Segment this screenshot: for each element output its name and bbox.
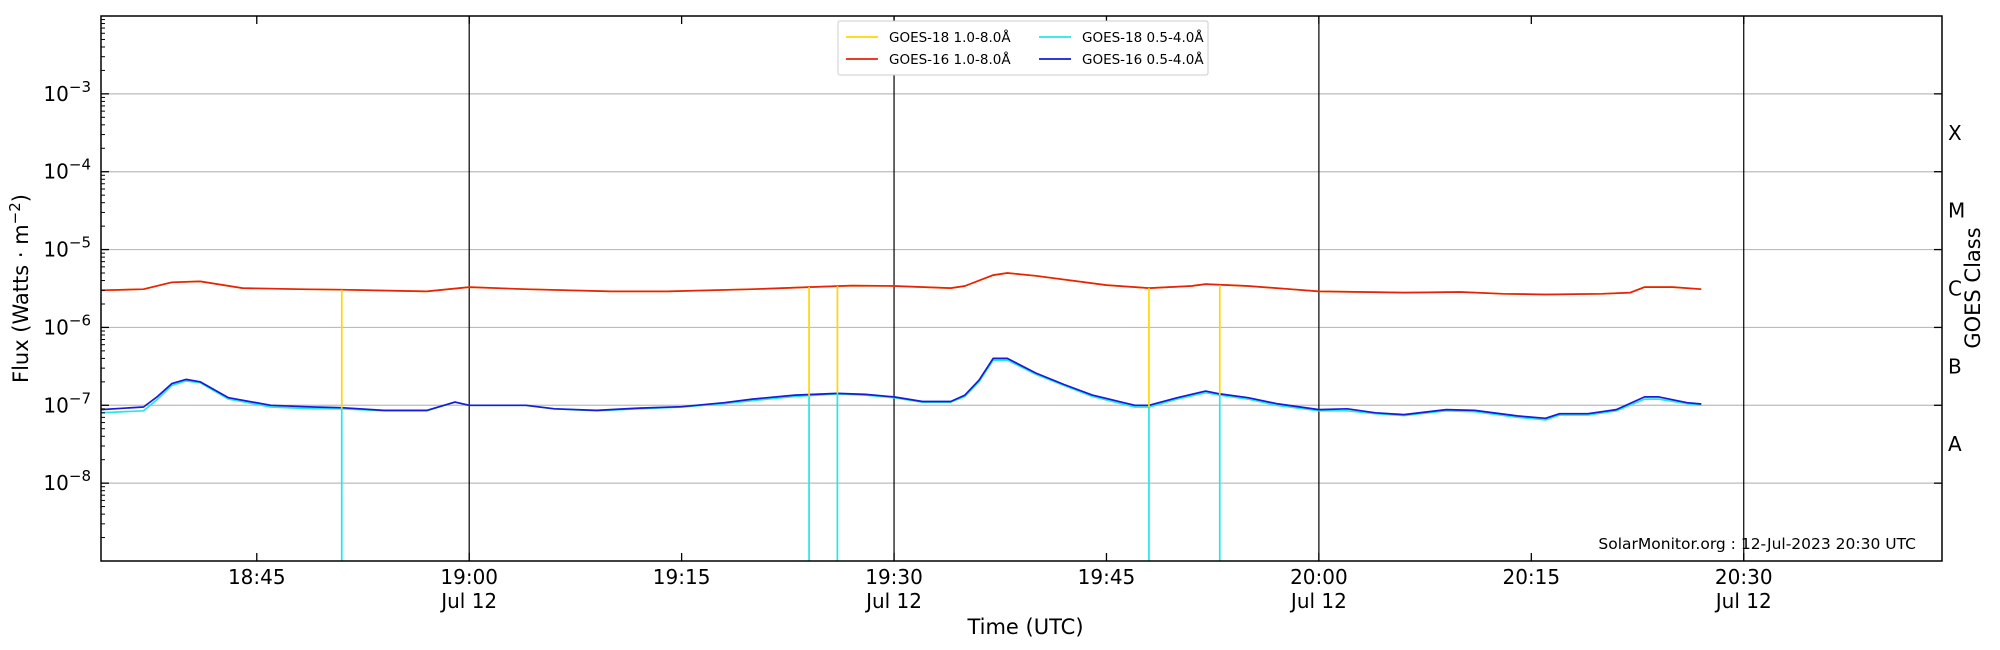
x-tick-date-label: Jul 12 (439, 589, 497, 613)
y-tick-label: 10−4 (43, 156, 91, 184)
goes-class-label: C (1948, 277, 1962, 301)
x-tick-label: 19:30 (865, 565, 923, 589)
x-tick-label: 20:00 (1290, 565, 1348, 589)
date-marker-lines (468, 16, 1745, 561)
flux-series (100, 272, 1702, 561)
x-tick-date-label: Jul 12 (864, 589, 922, 613)
x-tick-label: 19:15 (653, 565, 711, 589)
goes-class-label: M (1948, 199, 1965, 223)
x-tick-label: 19:45 (1078, 565, 1136, 589)
series-line-3 (100, 359, 1702, 421)
goes-class-label: X (1948, 121, 1962, 145)
legend-label: GOES-16 1.0-8.0Å (889, 51, 1011, 68)
legend-box (837, 20, 1209, 76)
x-tick-label: 18:45 (228, 565, 286, 589)
y-axis-title: Flux (Watts · m−2) (6, 194, 33, 383)
y-tick-labels: 10−8 10−7 10−6 10−5 10−4 10−3 (43, 78, 91, 495)
x-tick-label: 19:00 (440, 565, 498, 589)
goes-class-labels: A B C M X (1948, 121, 1965, 456)
legend-label: GOES-16 0.5-4.0Å (1082, 51, 1204, 68)
x-tick-label: 20:15 (1502, 565, 1560, 589)
legend: GOES-18 1.0-8.0Å GOES-18 0.5-4.0Å GOES-16 … (837, 20, 1209, 76)
goes-class-label: B (1948, 354, 1962, 378)
goes-class-label: A (1948, 432, 1962, 456)
axis-ticks (101, 16, 1942, 561)
plot-frame (100, 15, 1943, 562)
y-tick-label: 10−5 (43, 234, 91, 262)
source-annotation: SolarMonitor.org : 12-Jul-2023 20:30 UTC (1598, 535, 1916, 553)
legend-label: GOES-18 1.0-8.0Å (889, 29, 1011, 46)
y-tick-label: 10−3 (43, 78, 91, 106)
legend-label: GOES-18 0.5-4.0Å (1082, 29, 1204, 46)
x-tick-date-label: Jul 12 (1289, 589, 1347, 613)
y-tick-label: 10−8 (43, 467, 91, 495)
x-axis-title: Time (UTC) (966, 615, 1083, 639)
series-line-2 (100, 272, 1702, 296)
right-axis-title: GOES Class (1961, 227, 1985, 348)
y-tick-label: 10−6 (43, 311, 91, 339)
y-tick-label: 10−7 (43, 389, 91, 417)
horizontal-grid (101, 93, 1942, 484)
series-line-4 (100, 357, 1702, 420)
x-tick-label: 20:30 (1715, 565, 1773, 589)
x-tick-date-label: Jul 12 (1714, 589, 1772, 613)
